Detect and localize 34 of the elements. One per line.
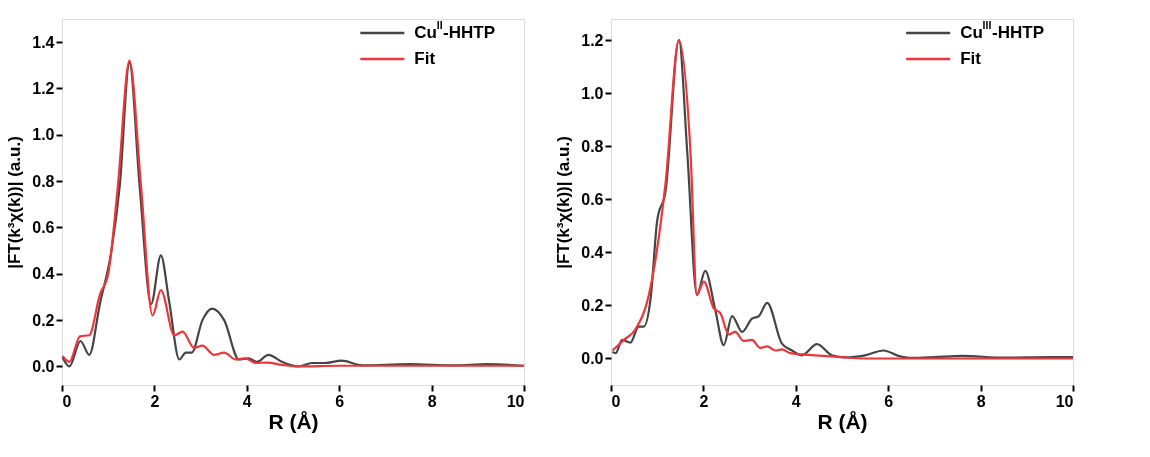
- x-tick-label: 0: [611, 392, 621, 410]
- x-tick-label: 8: [427, 392, 437, 410]
- x-tick-label: 8: [976, 392, 986, 410]
- y-tick-label: 0.0: [581, 349, 604, 367]
- y-tick-label: 1.4: [32, 33, 55, 51]
- x-tick-label: 2: [150, 392, 160, 410]
- x-tick-label: 10: [506, 392, 525, 410]
- y-tick-label: 0.8: [581, 137, 604, 155]
- legend-label: Fit: [414, 49, 436, 68]
- x-tick-label: 4: [242, 392, 252, 410]
- y-tick-label: 0.8: [32, 172, 55, 190]
- y-tick-label: 0.6: [32, 218, 55, 236]
- y-tick-label: 0.4: [581, 243, 604, 261]
- x-tick-label: 0: [62, 392, 72, 410]
- y-tick-label: 0.6: [581, 190, 604, 208]
- x-tick-label: 4: [791, 392, 801, 410]
- x-tick-label: 10: [1055, 392, 1074, 410]
- y-axis-title: |FT(k³χ(k))| (a.u.): [554, 136, 574, 269]
- y-tick-label: 0.2: [32, 311, 55, 329]
- y-tick-label: 0.2: [581, 296, 604, 314]
- x-tick-label: 6: [884, 392, 894, 410]
- y-tick-label: 1.0: [581, 84, 604, 102]
- y-tick-label: 1.2: [581, 31, 604, 49]
- x-axis-title: R (Å): [817, 409, 868, 433]
- line-series: [611, 39, 1073, 360]
- y-tick-label: 1.2: [32, 79, 55, 97]
- x-axis-title: R (Å): [268, 409, 319, 433]
- y-axis-title: |FT(k³χ(k))| (a.u.): [5, 136, 25, 269]
- y-tick-label: 0.4: [32, 265, 55, 283]
- x-tick-label: 2: [699, 392, 709, 410]
- legend-label: Fit: [960, 49, 982, 68]
- y-tick-label: 0.0: [32, 357, 55, 375]
- y-tick-label: 1.0: [32, 126, 55, 144]
- x-tick-label: 6: [335, 392, 345, 410]
